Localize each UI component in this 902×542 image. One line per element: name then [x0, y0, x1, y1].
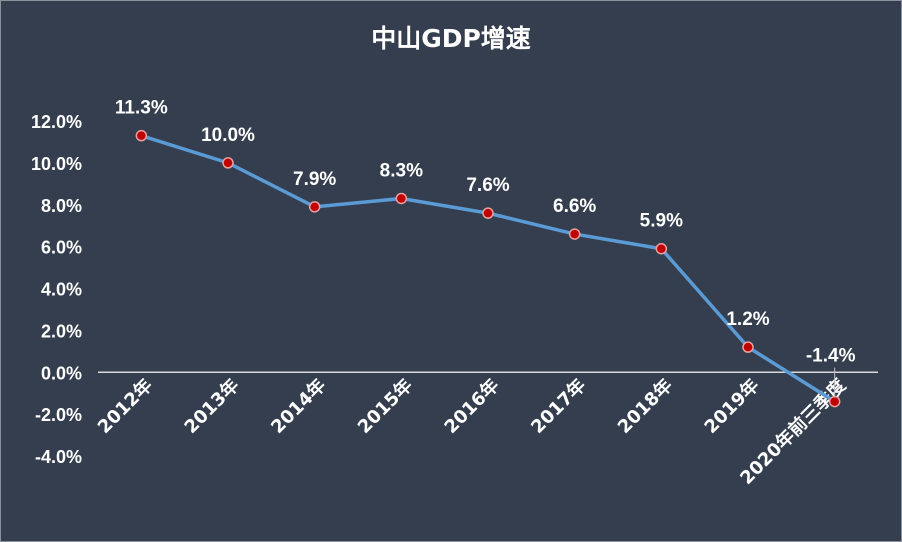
y-tick-label: 2.0% — [41, 321, 82, 341]
data-point-marker — [742, 341, 754, 353]
data-point-marker — [568, 228, 581, 240]
data-label: 8.3% — [380, 160, 423, 181]
y-axis-tick-labels: -4.0% -2.0% 0.0% 2.0% 4.0% 6.0% 8.0% 10.0% 12.0% — [31, 112, 82, 467]
data-labels: 11.3% 10.0% 7.9% 8.3% 7.6% 6.6% 5.9% 1.2% -1.4% — [115, 98, 856, 367]
data-point-marker — [828, 395, 841, 408]
y-tick-label: 0.0% — [41, 363, 82, 383]
data-label: 6.6% — [553, 196, 596, 217]
data-label: 11.3% — [115, 98, 168, 119]
data-point-marker — [655, 242, 668, 255]
y-tick-label: 8.0% — [41, 196, 82, 216]
x-category-label: 2014年 — [266, 374, 330, 438]
data-label: 5.9% — [640, 211, 683, 232]
series-markers — [135, 129, 841, 408]
data-label: -1.4% — [806, 346, 856, 367]
data-label: 7.9% — [293, 169, 336, 190]
x-category-label: 2012年 — [93, 374, 157, 438]
y-tick-label: -4.0% — [35, 447, 82, 467]
data-point-marker — [308, 201, 321, 213]
x-axis-category-labels: 2012年 2013年 2014年 2015年 2016年 2017年 2018年 2019年… — [93, 374, 851, 489]
y-tick-label: 12.0% — [31, 112, 82, 132]
x-category-label: 2017年 — [526, 374, 590, 438]
data-point-marker — [135, 129, 148, 142]
y-tick-label: 4.0% — [41, 280, 82, 300]
data-point-marker — [482, 207, 494, 219]
x-category-label: 2015年 — [353, 374, 417, 438]
y-tick-label: 6.0% — [41, 238, 82, 258]
x-category-label: 2013年 — [180, 374, 244, 438]
data-point-marker — [395, 192, 408, 205]
x-category-label: 2016年 — [440, 374, 504, 438]
y-tick-label: -2.0% — [35, 405, 82, 425]
data-point-marker — [222, 157, 234, 169]
data-label: 7.6% — [466, 175, 509, 196]
y-tick-label: 10.0% — [31, 154, 82, 174]
data-label: 10.0% — [201, 125, 255, 146]
chart-title: 中山GDP增速 — [371, 24, 531, 53]
x-category-label: 2019年 — [700, 374, 764, 438]
x-category-label: 2018年 — [613, 374, 677, 438]
data-label: 1.2% — [726, 309, 769, 330]
